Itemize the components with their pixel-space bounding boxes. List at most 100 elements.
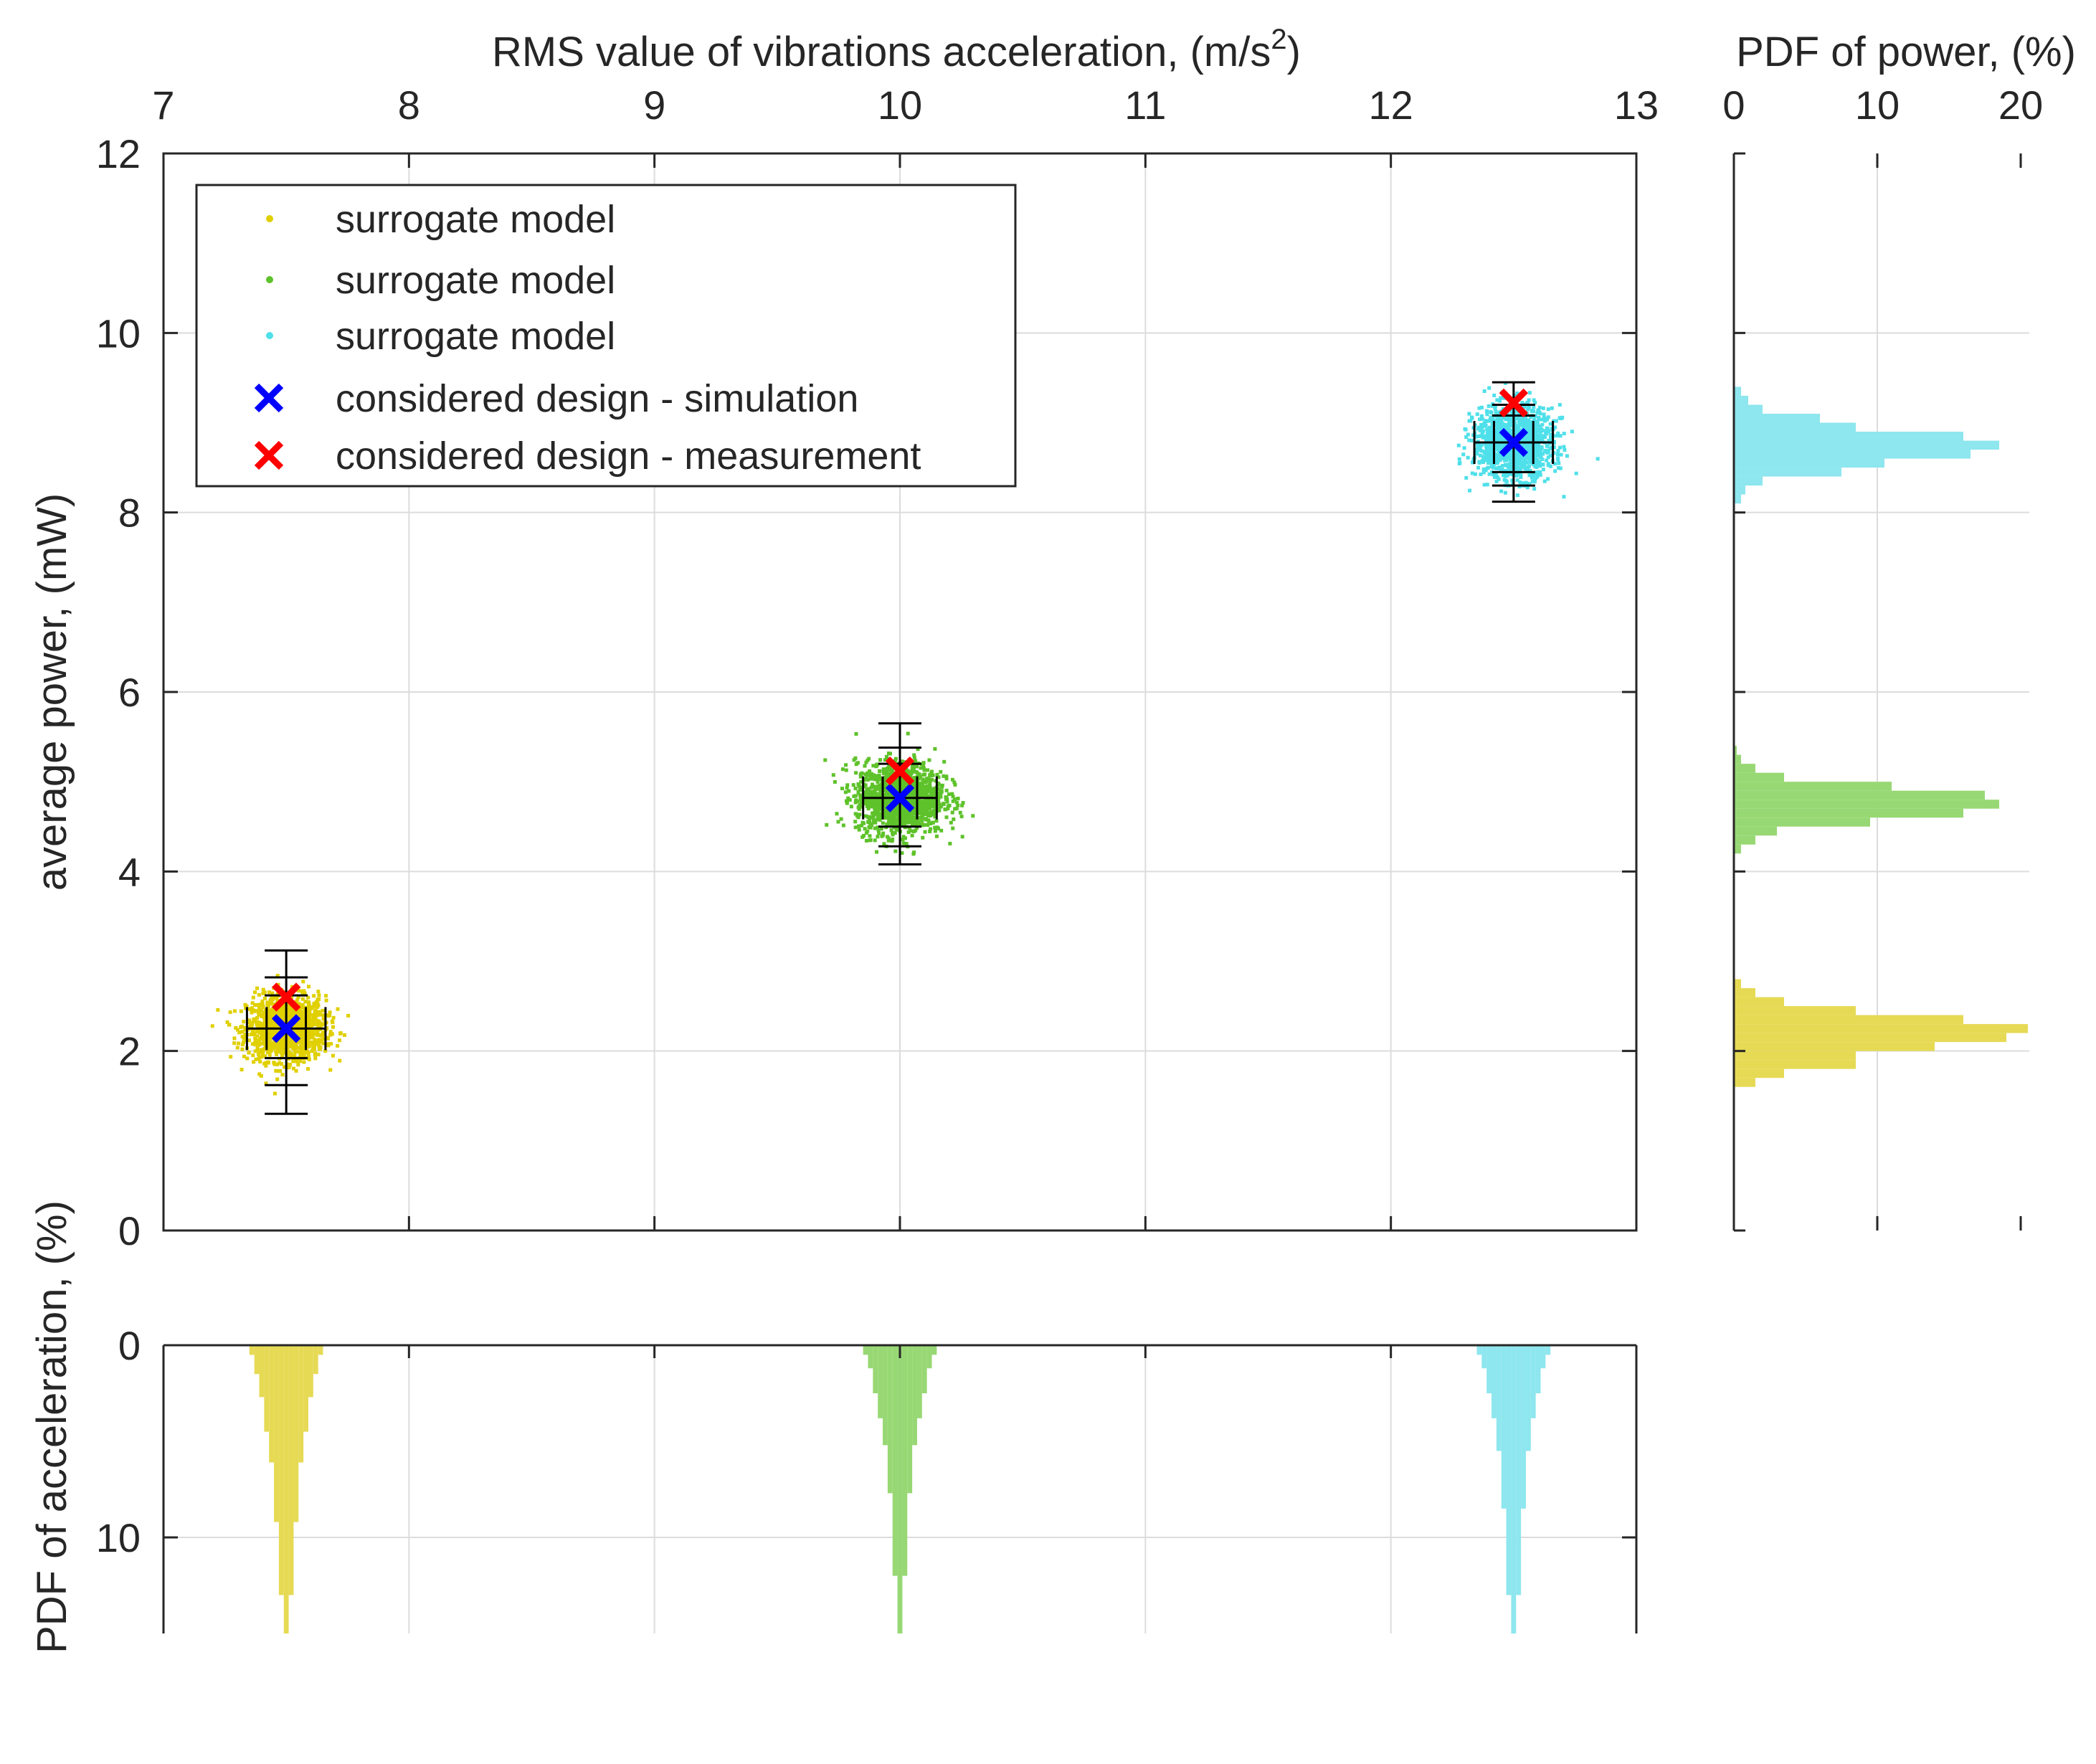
scatter-point [287,1007,291,1012]
scatter-point [1484,437,1488,442]
scatter-point [269,1048,273,1052]
scatter-point [288,1011,292,1015]
power-pdf-bar [1734,422,1856,432]
scatter-point [242,1040,246,1044]
scatter-point [888,821,893,825]
scatter-point [289,1009,293,1013]
power-pdf-bar [1734,440,1999,450]
scatter-point [328,1030,333,1034]
scatter-point [1499,437,1503,442]
scatter-point [953,807,957,811]
scatter-point [310,1049,314,1053]
scatter-point [1481,470,1486,475]
scatter-point [1486,442,1491,446]
scatter-point [876,762,880,767]
scatter-point [1537,460,1542,464]
scatter-point [253,1020,257,1024]
scatter-point [1497,435,1501,440]
scatter-point [1562,432,1566,436]
scatter-point [303,991,307,995]
scatter-point [229,1055,233,1059]
scatter-point [282,1006,286,1010]
scatter-point [891,819,895,823]
scatter-point [1530,480,1535,484]
scatter-point [917,777,921,781]
scatter-point [893,849,898,853]
scatter-point [1517,428,1521,432]
scatter-point [879,816,883,820]
scatter-point [1513,460,1517,465]
scatter-point [1535,427,1539,432]
scatter-point [860,823,864,828]
scatter-point [278,1005,283,1010]
scatter-point [888,751,892,756]
scatter-point [300,1042,304,1046]
scatter-point [920,782,924,786]
scatter-point [915,826,919,830]
scatter-point [1537,405,1542,409]
scatter-point [1485,427,1489,432]
scatter-point [895,777,899,782]
power-pdf-xtick-label: 10 [1855,82,1900,128]
scatter-point [266,1034,270,1038]
scatter-point [283,1045,287,1050]
scatter-point [913,820,917,824]
scatter-point [1484,454,1489,458]
scatter-point [326,1036,331,1040]
scatter-point [252,990,257,995]
scatter-point [1503,474,1507,478]
scatter-point [925,794,929,798]
scatter-point [921,766,926,770]
scatter-point [865,799,869,803]
scatter-point [297,1013,301,1017]
scatter-point [901,807,906,811]
scatter-point [1493,452,1497,456]
scatter-point [300,1002,305,1007]
scatter-point [1462,446,1466,450]
scatter-point [924,817,929,821]
scatter-point [954,806,959,810]
scatter-point [1477,460,1481,465]
scatter-point [936,781,940,785]
scatter-point [302,989,306,993]
scatter-point [917,797,921,802]
scatter-point [290,1045,295,1049]
legend-entry: surrogate model [266,315,615,358]
scatter-point [951,826,955,830]
scatter-point [1518,416,1522,420]
scatter-point [255,1038,259,1043]
accel-pdf-bar [883,1345,888,1446]
scatter-point [856,815,860,819]
scatter-point [225,1020,229,1024]
scatter-point [1552,462,1557,466]
scatter-point [932,787,936,791]
scatter-point [927,795,931,799]
scatter-point [857,828,861,832]
scatter-point [315,1018,319,1023]
scatter-point [886,812,891,817]
scatter-point [304,1000,308,1004]
scatter-point [871,764,876,768]
scatter-point [881,769,886,774]
scatter-point [237,1030,242,1035]
legend-label: surrogate model [336,259,615,302]
scatter-point [267,1038,272,1043]
scatter-point [282,1013,286,1017]
scatter-point [288,1015,293,1019]
scatter-point [306,1003,310,1007]
scatter-point [1537,408,1541,412]
scatter-point [305,1032,310,1036]
scatter-point [849,805,853,809]
power-pdf-bar [1734,458,1884,468]
power-pdf-bar [1734,844,1741,854]
scatter-point [1481,460,1485,465]
scatter-point [900,851,904,855]
accel-pdf-bar [907,1345,913,1494]
scatter-point [939,828,944,833]
scatter-point [874,764,878,769]
accel-pdf-bar [1525,1345,1531,1451]
scatter-point [268,1008,272,1013]
scatter-point [274,1024,278,1028]
scatter-point [925,799,929,803]
power-pdf-bars [1734,387,2028,1087]
